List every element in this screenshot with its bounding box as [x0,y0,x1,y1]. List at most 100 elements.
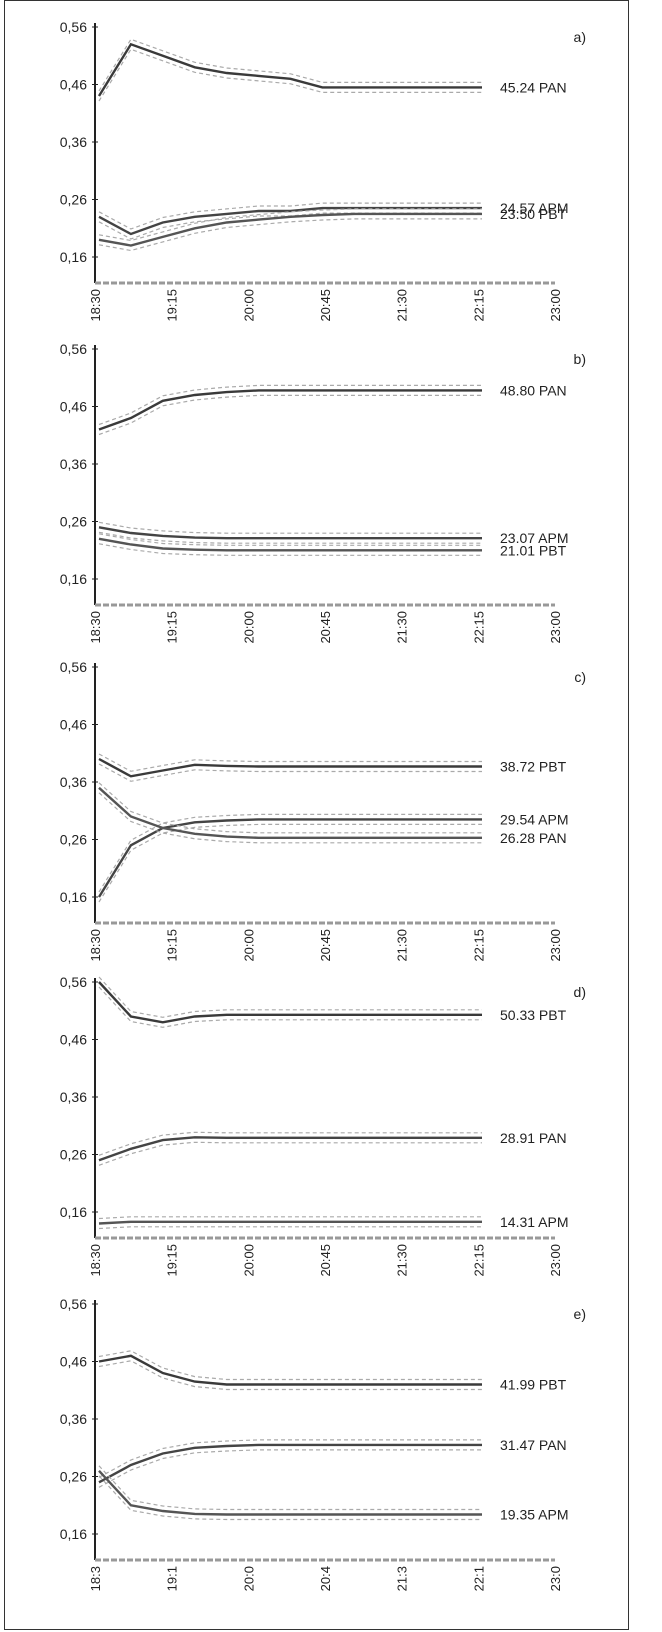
y-tick-label: 0,46 [60,1032,87,1048]
y-tick-label: 0,16 [60,571,87,587]
panel-label: b) [574,351,586,367]
x-tick-label: 22:15 [471,289,486,322]
panel-label: e) [574,1306,586,1322]
series-envelope-upper [98,813,482,893]
series-envelope-lower [98,1449,482,1488]
y-tick-label: 0,36 [60,456,87,472]
x-tick-label: 19:15 [165,611,180,644]
series-line [98,206,482,236]
y-tick-label: 0,46 [60,1354,87,1370]
panel-label: d) [574,984,586,1000]
x-tick-label: 22:1 [471,1566,486,1591]
series-label: 19.35 APM [500,1506,569,1522]
x-tick-label: 20:00 [241,611,256,644]
series-line [98,1469,482,1516]
series-envelope-lower [98,48,482,102]
figure-frame [4,0,629,1630]
x-tick-label: 18:30 [88,289,103,322]
x-tick-label: 19:1 [165,1566,180,1591]
x-tick-label: 21:3 [395,1566,410,1591]
series-envelope-upper [98,1131,482,1156]
x-tick-label: 23:00 [548,1244,563,1277]
x-tick-label: 20:45 [318,611,333,644]
series-label: 24.57 APM [500,200,569,216]
series-envelope-upper [98,1216,482,1220]
y-tick-label: 0,56 [60,974,87,990]
series-line [98,1220,482,1225]
series-envelope-upper [98,384,482,426]
y-tick-label: 0,26 [60,1147,87,1163]
series-envelope-upper [98,1465,482,1511]
series-label: 23.07 APM [500,530,569,546]
series-line [98,1136,482,1162]
series-envelope-lower [98,394,482,436]
series-envelope-lower [98,1141,482,1166]
x-tick-label: 20:45 [318,289,333,322]
series-envelope-lower [98,986,482,1028]
x-tick-label: 21:30 [395,611,410,644]
series-envelope-upper [98,533,482,546]
y-tick-label: 0,16 [60,249,87,265]
series-envelope-upper [98,782,482,834]
panel-label: c) [574,669,586,685]
series-envelope-lower [98,1360,482,1391]
series-envelope-upper [98,521,482,534]
x-tick-label: 20:45 [318,1244,333,1277]
y-tick-label: 0,26 [60,192,87,208]
series-envelope-upper [98,38,482,92]
x-tick-label: 20:4 [318,1566,333,1591]
y-tick-label: 0,46 [60,399,87,415]
series-envelope-lower [98,543,482,556]
series-envelope-lower [98,763,482,782]
x-tick-label: 18:3 [88,1566,103,1591]
x-tick-label: 22:15 [471,929,486,962]
y-tick-label: 0,36 [60,1411,87,1427]
series-line [98,981,482,1024]
series-label: 31.47 PAN [500,1437,567,1453]
series-line [97,42,482,97]
x-tick-label: 23:0 [548,1566,563,1591]
x-tick-label: 20:00 [241,1244,256,1277]
series-envelope-upper [98,1350,482,1381]
series-label: 29.54 APM [500,811,569,827]
x-tick-label: 23:00 [548,929,563,962]
y-tick-label: 0,16 [60,1526,87,1542]
series-label: 50.33 PBT [500,1007,567,1023]
x-tick-label: 19:15 [165,1244,180,1277]
x-tick-label: 20:00 [241,929,256,962]
series-line [98,1354,482,1386]
y-tick-label: 0,36 [60,774,87,790]
series-label: 28.91 PAN [500,1130,567,1146]
y-tick-label: 0,26 [60,514,87,530]
y-tick-label: 0,16 [60,1204,87,1220]
panel-label: a) [574,29,586,45]
x-tick-label: 21:30 [395,1244,410,1277]
series-label: 45.24 PAN [500,79,567,95]
y-tick-label: 0,56 [60,19,87,35]
y-tick-label: 0,56 [60,1296,87,1312]
series-envelope-upper [98,753,482,772]
series-label: 23.50 PBT [500,206,567,222]
x-tick-label: 22:15 [471,1244,486,1277]
y-tick-label: 0,56 [60,341,87,357]
series-label: 41.99 PBT [500,1377,567,1393]
y-tick-label: 0,56 [60,659,87,675]
x-tick-label: 23:00 [548,611,563,644]
x-tick-label: 22:15 [471,611,486,644]
series-envelope-lower [98,792,482,844]
x-tick-label: 18:30 [88,611,103,644]
series-envelope-lower [98,218,482,252]
series-line [98,1443,482,1484]
series-envelope-upper [98,208,482,242]
series-label: 26.28 PAN [500,830,567,846]
y-tick-label: 0,16 [60,889,87,905]
y-tick-label: 0,26 [60,1469,87,1485]
series-line [98,786,482,839]
series-line [98,757,482,778]
x-tick-label: 20:45 [318,929,333,962]
x-tick-label: 21:30 [395,289,410,322]
x-tick-label: 23:00 [548,289,563,322]
series-envelope-upper [98,976,482,1018]
x-tick-label: 20:0 [241,1566,256,1591]
